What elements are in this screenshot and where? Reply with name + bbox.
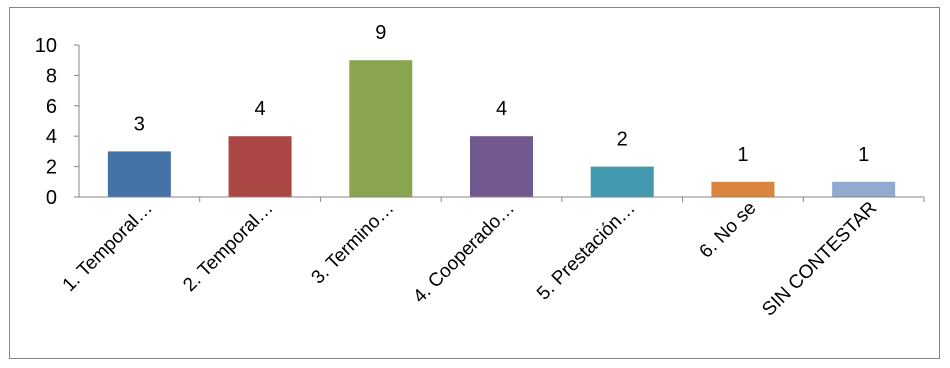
- data-label: 4: [496, 98, 507, 120]
- data-label: 1: [737, 144, 748, 166]
- bar: [832, 181, 896, 197]
- x-category-label: 1. Temporal…: [59, 198, 157, 296]
- y-tick-label: 4: [46, 126, 57, 148]
- y-tick-label: 10: [35, 35, 57, 57]
- bar: [107, 151, 171, 197]
- x-axis: 1. Temporal… 2. Temporal… 3. Termino… 4. Co…: [59, 196, 925, 321]
- bar: [349, 60, 413, 198]
- data-label: 1: [858, 144, 869, 166]
- data-labels: 3 4 9 4 2 1 1: [134, 22, 869, 166]
- y-tick-label: 6: [46, 96, 57, 118]
- x-category-label: 2. Temporal…: [179, 198, 277, 296]
- x-category-label: SIN CONTESTAR: [758, 198, 881, 321]
- y-tick-label: 8: [46, 65, 57, 87]
- bar: [711, 181, 775, 197]
- data-label: 2: [617, 129, 628, 151]
- bar: [228, 136, 292, 197]
- y-axis: 0 2 4 6 8 10: [35, 35, 80, 209]
- data-label: 4: [255, 98, 266, 120]
- y-tick-label: 2: [46, 157, 57, 179]
- bar: [590, 166, 654, 197]
- data-label: 9: [375, 22, 386, 44]
- bars: [107, 60, 896, 198]
- bar-chart: 0 2 4 6 8 10 3 4 9 4 2 1 1 1. Temporal… 2. Temporal……: [35, 22, 925, 321]
- x-category-label: 6. No se: [696, 198, 761, 263]
- x-category-label: 5. Prestación…: [533, 198, 640, 305]
- x-category-label: 3. Termino…: [308, 198, 399, 289]
- x-category-label: 4. Cooperado…: [409, 198, 519, 308]
- bar: [470, 136, 533, 197]
- y-tick-label: 0: [46, 187, 57, 209]
- chart-frame: 0 2 4 6 8 10 3 4 9 4 2 1 1 1. Temporal… 2. Temporal……: [9, 7, 940, 359]
- data-label: 3: [134, 113, 145, 135]
